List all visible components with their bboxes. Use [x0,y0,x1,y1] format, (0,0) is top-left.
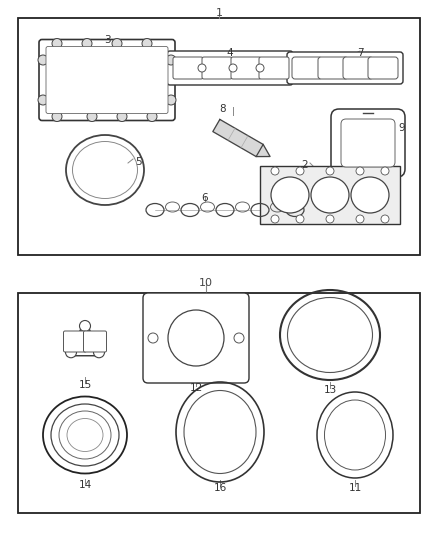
Text: 15: 15 [78,380,92,390]
Circle shape [326,167,334,175]
FancyBboxPatch shape [202,57,232,79]
Circle shape [198,64,206,72]
FancyBboxPatch shape [231,57,261,79]
Circle shape [147,111,157,122]
Text: 14: 14 [78,480,92,490]
Circle shape [82,38,92,49]
Polygon shape [213,119,263,157]
Ellipse shape [271,177,309,213]
Text: 1: 1 [215,8,223,18]
Circle shape [296,167,304,175]
Ellipse shape [351,177,389,213]
FancyBboxPatch shape [343,57,373,79]
FancyBboxPatch shape [260,166,400,224]
FancyBboxPatch shape [173,57,203,79]
Ellipse shape [311,177,349,213]
Circle shape [326,215,334,223]
Circle shape [38,95,48,105]
Circle shape [356,167,364,175]
Circle shape [38,55,48,65]
Circle shape [148,333,158,343]
FancyBboxPatch shape [331,109,405,177]
FancyBboxPatch shape [167,51,293,85]
Circle shape [168,310,224,366]
FancyBboxPatch shape [143,293,249,383]
FancyBboxPatch shape [18,293,420,513]
FancyBboxPatch shape [318,57,348,79]
Circle shape [80,320,91,332]
Circle shape [256,64,264,72]
Circle shape [87,111,97,122]
Text: 9: 9 [398,123,405,133]
Circle shape [356,215,364,223]
Circle shape [271,215,279,223]
Circle shape [166,95,176,105]
Circle shape [117,111,127,122]
Circle shape [166,55,176,65]
Text: 3: 3 [104,35,110,45]
FancyBboxPatch shape [368,57,398,79]
Text: 12: 12 [189,383,203,393]
Text: 5: 5 [135,157,141,167]
Circle shape [381,167,389,175]
FancyBboxPatch shape [292,57,322,79]
Circle shape [229,64,237,72]
Text: 13: 13 [323,385,337,395]
FancyBboxPatch shape [64,331,86,352]
Text: 16: 16 [213,483,226,493]
Circle shape [52,111,62,122]
Circle shape [93,347,105,358]
Text: 11: 11 [348,483,362,493]
FancyBboxPatch shape [287,52,403,84]
Circle shape [142,38,152,49]
Text: 8: 8 [220,104,226,114]
Circle shape [234,333,244,343]
FancyBboxPatch shape [39,39,175,120]
Circle shape [112,38,122,49]
Circle shape [271,167,279,175]
Text: 6: 6 [201,193,208,203]
Circle shape [52,38,62,49]
FancyBboxPatch shape [18,18,420,255]
FancyBboxPatch shape [341,119,395,167]
Text: 7: 7 [357,48,363,58]
Text: 4: 4 [227,48,233,58]
FancyBboxPatch shape [84,331,106,352]
Text: 2: 2 [302,160,308,170]
Text: 10: 10 [199,278,213,288]
Circle shape [66,347,77,358]
Circle shape [296,215,304,223]
FancyBboxPatch shape [46,46,168,114]
FancyBboxPatch shape [259,57,289,79]
Circle shape [381,215,389,223]
Polygon shape [256,144,270,157]
